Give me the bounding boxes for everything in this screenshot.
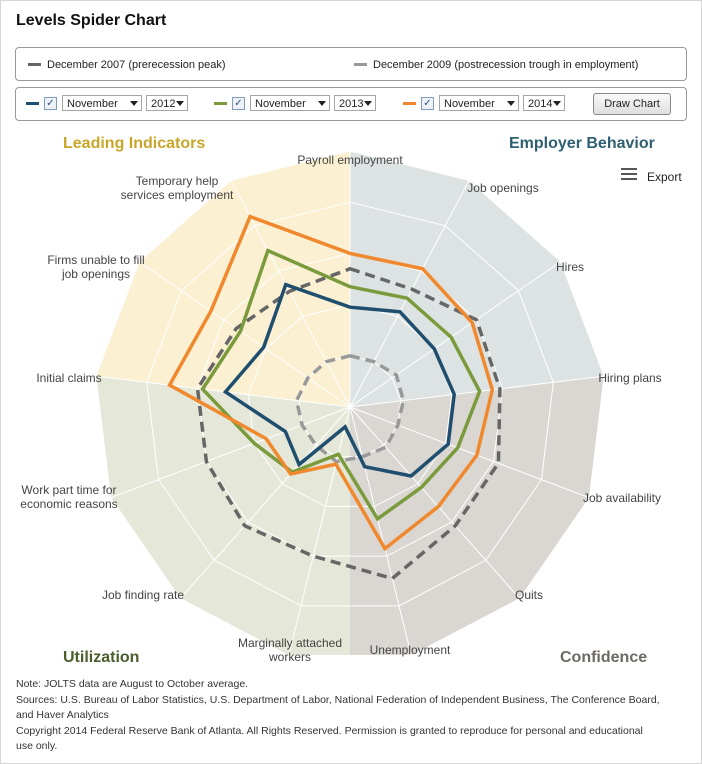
group-label-utilization: Utilization (63, 649, 140, 666)
grid-spoke (349, 406, 412, 656)
spider-chart: Payroll employment Job openings Hires Hirin… (20, 150, 662, 664)
notes: Note: JOLTS data are August to October a… (16, 677, 691, 755)
year-value: 2012 (151, 98, 176, 110)
axis-label: Job finding rate (102, 588, 184, 602)
series-controls: ✓ November 2012 ✓ November 2013 ✓ Novemb… (15, 87, 687, 121)
year-select[interactable]: 2012 (146, 95, 188, 111)
series-line-4 (200, 248, 482, 522)
series-line-3 (222, 282, 456, 478)
chevron-down-icon (507, 101, 515, 106)
axis-label: Hires (556, 260, 584, 274)
series-line-5 (167, 214, 495, 552)
month-select[interactable]: November (439, 95, 519, 111)
axis-label: Payroll employment (297, 153, 403, 167)
grid-spoke (179, 406, 351, 599)
group-label-employer: Employer Behavior (509, 135, 655, 152)
series-swatch (403, 102, 416, 105)
page-title: Levels Spider Chart (16, 12, 167, 29)
grid-spoke (349, 375, 605, 408)
group-label-confidence: Confidence (560, 649, 648, 666)
axis-label: Firms unable to fill job openings (47, 253, 144, 281)
series-checkbox[interactable]: ✓ (232, 97, 245, 110)
grid-spoke (349, 180, 470, 408)
axis-label: Job openings (467, 181, 538, 195)
grid-spoke (110, 406, 351, 499)
month-select[interactable]: November (62, 95, 142, 111)
axis-label: Job availability (583, 491, 661, 505)
export-label: Export (647, 170, 682, 184)
sector-confidence (350, 376, 605, 656)
month-value: November (67, 98, 118, 110)
year-select[interactable]: 2014 (523, 95, 565, 111)
series-line-1 (195, 266, 502, 581)
note-line: Note: JOLTS data are August to October a… (16, 678, 249, 690)
sector-utilization (95, 376, 350, 656)
copyright-line: Copyright 2014 Federal Reserve Bank of A… (16, 724, 643, 737)
grid-spoke (288, 406, 351, 656)
chevron-down-icon (318, 101, 326, 106)
group-label-leading: Leading Indicators (63, 135, 206, 152)
legend-item-dec-2007: December 2007 (prerecession peak) (28, 59, 226, 71)
legend-swatch (28, 62, 41, 66)
axis-label: Quits (515, 588, 543, 602)
axis-label: Marginally attached workers (238, 636, 342, 664)
series-checkbox[interactable]: ✓ (44, 97, 57, 110)
grid-spoke (349, 406, 590, 499)
chevron-down-icon (553, 101, 561, 106)
series-swatch (26, 102, 39, 105)
year-value: 2013 (339, 98, 364, 110)
month-select[interactable]: November (250, 95, 330, 111)
series-swatch (214, 102, 227, 105)
axis-label: Work part time for economic reasons (20, 483, 117, 511)
grid-spoke (95, 375, 351, 408)
axis-label: Hiring plans (598, 371, 661, 385)
month-value: November (255, 98, 306, 110)
year-value: 2014 (528, 98, 553, 110)
axis-label: Unemployment (370, 643, 451, 657)
axis-label: Temporary help services employment (121, 174, 234, 202)
grid-ring (95, 150, 605, 657)
legend-box: December 2007 (prerecession peak) Decemb… (15, 47, 687, 81)
legend-label: December 2007 (prerecession peak) (47, 59, 226, 71)
chevron-down-icon (130, 101, 138, 106)
axis-label: Initial claims (36, 371, 101, 385)
legend-swatch (354, 62, 367, 66)
grid-spoke (139, 261, 351, 408)
sector-employer (350, 151, 605, 407)
chevron-down-icon (364, 101, 372, 106)
month-value: November (444, 98, 495, 110)
source-line: and Haver Analytics (16, 709, 109, 722)
copyright-line: use only. (16, 740, 58, 753)
legend-item-dec-2009: December 2009 (postrecession trough in e… (354, 59, 638, 71)
source-line: Sources: U.S. Bureau of Labor Statistics… (16, 693, 660, 706)
series-checkbox[interactable]: ✓ (421, 97, 434, 110)
series-line-2 (294, 353, 406, 464)
grid-spoke (349, 406, 521, 599)
menu-icon (621, 168, 637, 183)
legend-label: December 2009 (postrecession trough in e… (373, 59, 639, 71)
grid-ring (146, 201, 554, 607)
draw-chart-button[interactable]: Draw Chart (593, 93, 671, 115)
grid-spoke (349, 261, 561, 408)
chevron-down-icon (176, 101, 184, 106)
year-select[interactable]: 2013 (334, 95, 376, 111)
